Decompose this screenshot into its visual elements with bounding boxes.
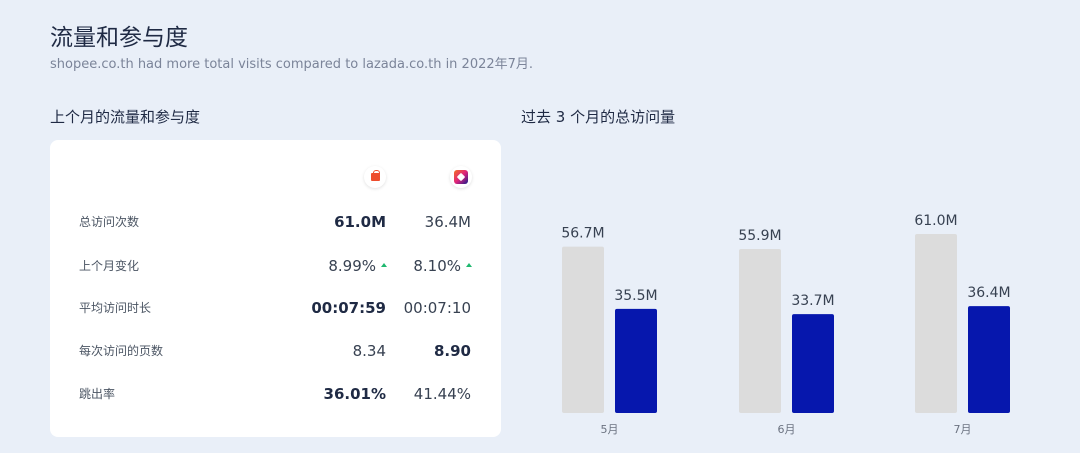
x-tick-label: 7月	[954, 423, 972, 436]
engagement-card: 总访问次数 61.0M 36.4M 上个月变化 8.99% 8.10% 平均访问…	[50, 140, 501, 437]
metric-label: 跳出率	[79, 387, 116, 401]
shopee-logo-icon	[364, 166, 386, 188]
bar-value-label: 36.4M	[967, 285, 1010, 301]
lazada-value-wrap: 8.10%	[413, 251, 472, 281]
metric-label: 平均访问时长	[79, 301, 152, 315]
bar-value-label: 35.5M	[614, 288, 657, 304]
metric-row-monthly-change: 上个月变化 8.99% 8.10%	[50, 251, 501, 281]
lazada-value: 36.4M	[424, 213, 471, 231]
bar-7月-series-0	[915, 234, 957, 413]
trend-up-icon	[466, 262, 472, 267]
metric-row-bounce-rate: 跳出率 36.01% 41.44%	[50, 379, 501, 409]
page-title: 流量和参与度	[50, 25, 188, 51]
metric-label: 上个月变化	[79, 259, 140, 273]
bar-6月-series-1	[792, 314, 834, 413]
bar-value-label: 56.7M	[561, 226, 604, 242]
lazada-logo-icon	[450, 166, 472, 188]
shopee-value: 8.34	[352, 342, 386, 360]
page-subtitle: shopee.co.th had more total visits compa…	[50, 57, 534, 72]
shopee-value: 61.0M	[334, 213, 386, 231]
chart-section-title: 过去 3 个月的总访问量	[521, 108, 676, 126]
bar-5月-series-0	[562, 246, 604, 413]
x-tick-label: 5月	[601, 423, 619, 436]
lazada-value: 8.10%	[413, 257, 461, 275]
metric-row-avg-duration: 平均访问时长 00:07:59 00:07:10	[50, 293, 501, 323]
bar-value-label: 61.0M	[914, 213, 957, 229]
shopee-value: 00:07:59	[311, 299, 386, 317]
shopee-value: 36.01%	[323, 385, 386, 403]
bar-value-label: 33.7M	[791, 293, 834, 309]
bar-6月-series-0	[739, 248, 781, 413]
metric-label: 每次访问的页数	[79, 344, 164, 358]
shopee-value-wrap: 8.99%	[328, 251, 387, 281]
lazada-value: 00:07:10	[403, 299, 471, 317]
trend-up-icon	[381, 262, 387, 267]
bar-5月-series-1	[615, 308, 657, 413]
lazada-value: 41.44%	[413, 385, 471, 403]
shopee-value: 8.99%	[328, 257, 376, 275]
table-section-title: 上个月的流量和参与度	[50, 108, 201, 126]
visits-bar-chart: 56.7M 35.5M 5月 55.9M 33.7M 6月 61.0M 36.4M 7月	[520, 130, 1080, 453]
chart-svg: 56.7M 35.5M 5月 55.9M 33.7M 6月 61.0M 36.4M 7月	[561, 213, 1010, 436]
lazada-value: 8.90	[433, 342, 471, 360]
bar-7月-series-1	[968, 306, 1010, 413]
metric-row-pages-per-visit: 每次访问的页数 8.34 8.90	[50, 336, 501, 366]
bar-value-label: 55.9M	[738, 228, 781, 244]
metric-row-total-visits: 总访问次数 61.0M 36.4M	[50, 207, 501, 237]
x-tick-label: 6月	[778, 423, 796, 436]
metric-label: 总访问次数	[79, 215, 140, 229]
